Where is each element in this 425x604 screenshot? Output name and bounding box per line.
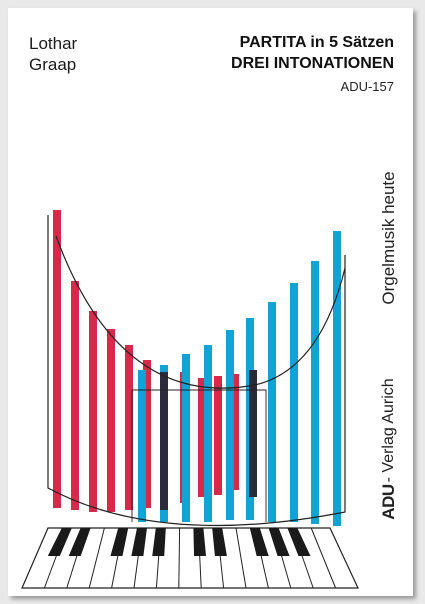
red-pipe [231, 374, 239, 490]
black-key [193, 528, 207, 556]
blue-pipe [268, 302, 276, 522]
title-line-2: DREI INTONATIONEN [231, 55, 394, 72]
red-pipe [71, 281, 79, 510]
red-pipe [125, 345, 133, 510]
red-pipe [53, 210, 61, 508]
piano-keyboard-artwork [21, 527, 359, 589]
black-key [110, 528, 129, 556]
black-key [131, 528, 147, 556]
red-pipe [214, 376, 222, 495]
black-key [152, 528, 166, 556]
black-key [212, 528, 227, 556]
title-line-1: PARTITA in 5 Sätzen [239, 34, 394, 51]
overlap-pipe [160, 372, 168, 510]
black-key [287, 528, 311, 556]
red-pipe [143, 360, 151, 508]
blue-pipe [290, 283, 298, 522]
red-pipe [107, 329, 115, 512]
blue-pipe [182, 354, 190, 522]
black-key [68, 528, 91, 556]
catalog-number: ADU-157 [340, 79, 394, 94]
black-key [47, 528, 72, 556]
blue-pipe [333, 231, 341, 526]
composer-name: Lothar Graap [29, 33, 77, 75]
blue-pipe [204, 345, 212, 522]
black-key [268, 528, 290, 556]
red-pipe [198, 378, 206, 497]
composer-first-name: Lothar [29, 34, 78, 53]
black-key [249, 528, 269, 556]
blue-pipe [226, 330, 234, 520]
red-pipe [89, 311, 97, 512]
blue-pipe [311, 261, 319, 524]
title-block: PARTITA in 5 Sätzen DREI INTONATIONEN AD… [231, 32, 394, 94]
composer-last-name: Graap [29, 55, 77, 74]
blue-pipe [138, 370, 146, 522]
overlap-pipe [249, 370, 257, 497]
